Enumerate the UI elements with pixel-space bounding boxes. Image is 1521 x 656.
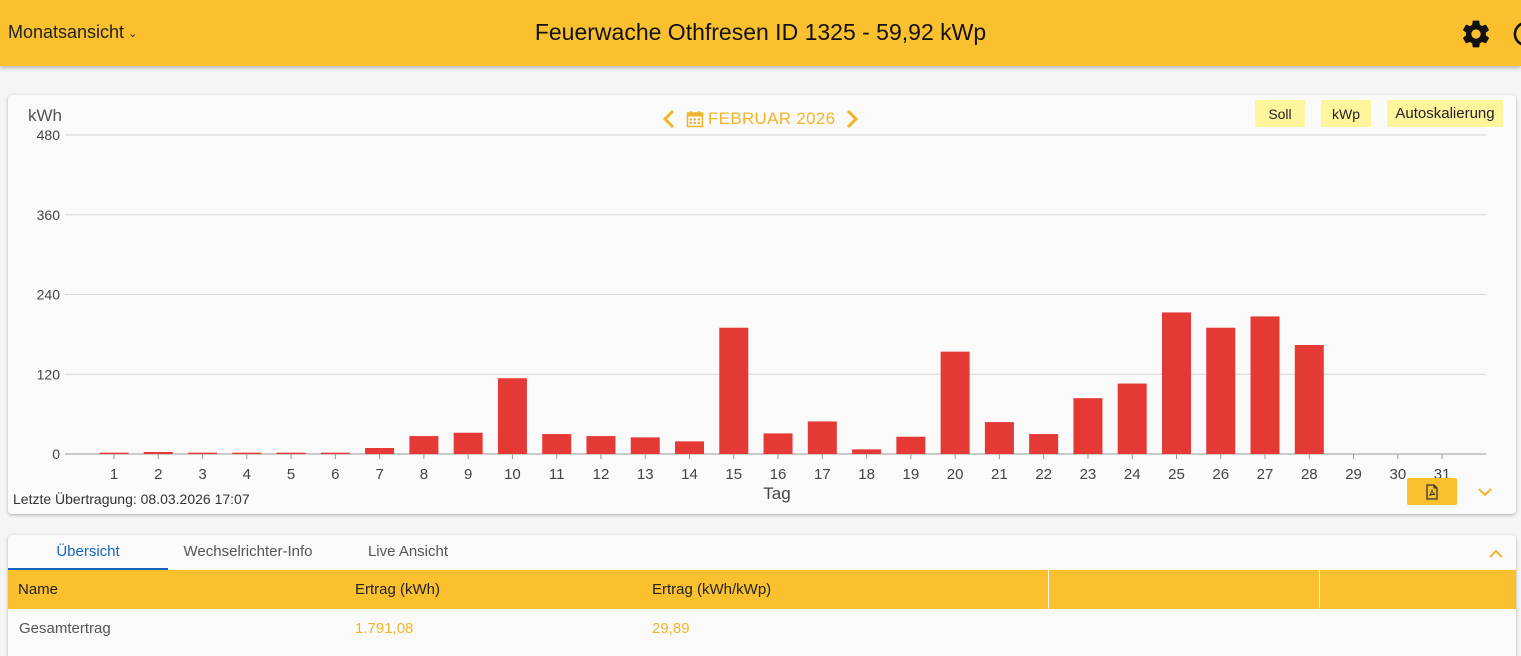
x-tick-label: 9 — [464, 466, 472, 483]
table-cell-yield-kwh: 1.791,08 — [355, 620, 414, 637]
bar-day-23 — [1073, 398, 1103, 454]
table-cell-name: Gesamtertrag — [19, 620, 111, 637]
gear-icon[interactable] — [1460, 18, 1492, 50]
tab-live-view[interactable]: Live Ansicht — [367, 543, 449, 560]
x-tick-label: 21 — [991, 466, 1008, 483]
bar-day-20 — [940, 351, 970, 454]
x-tick-label: 24 — [1124, 466, 1141, 483]
pdf-export-button[interactable] — [1407, 478, 1457, 505]
x-tick-label: 29 — [1345, 466, 1362, 483]
x-tick-label: 1 — [110, 466, 118, 483]
x-tick-label: 30 — [1389, 466, 1406, 483]
last-transfer-text: Letzte Übertragung: 08.03.2026 17:07 — [13, 491, 250, 507]
x-tick-label: 11 — [549, 466, 565, 483]
x-tick-label: 19 — [903, 466, 920, 483]
table-cell-yield-kwh-kwp: 29,89 — [652, 620, 690, 637]
x-tick-label: 8 — [420, 466, 428, 483]
y-axis-unit-label: kWh — [28, 106, 62, 125]
chevron-right-icon[interactable] — [843, 108, 861, 130]
bar-day-2 — [143, 452, 173, 454]
page-title: Feuerwache Othfresen ID 1325 - 59,92 kWp — [534, 19, 987, 45]
x-tick-label: 17 — [814, 466, 831, 483]
chevron-left-icon[interactable] — [660, 108, 678, 130]
view-select-dropdown[interactable]: Monatsansicht ⌄ — [8, 22, 137, 43]
bar-day-11 — [542, 434, 572, 454]
y-tick-label: 480 — [37, 127, 61, 143]
y-tick-label: 0 — [52, 446, 60, 462]
column-header-yield-kwh-kwp: Ertrag (kWh/kWp) — [652, 581, 772, 598]
bar-day-16 — [763, 433, 793, 454]
tab-bar: Übersicht Wechselrichter-Info Live Ansic… — [8, 535, 488, 570]
bar-day-6 — [320, 452, 350, 454]
table-header-spacer — [1048, 570, 1320, 609]
bar-day-5 — [276, 452, 306, 454]
x-tick-label: 3 — [198, 466, 206, 483]
x-tick-label: 23 — [1080, 466, 1097, 483]
x-tick-label: 13 — [637, 466, 654, 483]
top-bar: Monatsansicht ⌄ Feuerwache Othfresen ID … — [0, 0, 1521, 66]
bar-day-21 — [984, 422, 1014, 454]
tab-overview[interactable]: Übersicht — [8, 535, 168, 570]
bar-day-17 — [807, 421, 837, 454]
autoscale-toggle[interactable]: Autoskalierung — [1387, 100, 1503, 127]
bar-day-28 — [1294, 345, 1324, 454]
bar-day-10 — [497, 378, 527, 454]
month-label: FEBRUAR 2026 — [708, 109, 836, 128]
x-tick-label: 2 — [154, 466, 162, 483]
table-header-row — [8, 570, 1516, 609]
collapse-chevron-up-icon[interactable] — [1487, 547, 1505, 561]
view-select-label: Monatsansicht — [8, 22, 125, 42]
y-tick-label: 120 — [37, 366, 61, 382]
chevron-down-icon: ⌄ — [128, 28, 138, 40]
x-tick-label: 6 — [331, 466, 339, 483]
bar-day-26 — [1206, 327, 1236, 454]
calendar-icon — [686, 111, 704, 128]
x-tick-label: 20 — [947, 466, 964, 483]
month-navigator: FEBRUAR 2026 — [660, 108, 861, 130]
tab-inverter-info[interactable]: Wechselrichter-Info — [183, 543, 313, 560]
bar-day-8 — [409, 436, 439, 454]
bar-day-9 — [453, 432, 483, 454]
x-tick-label: 25 — [1168, 466, 1185, 483]
x-tick-label: 10 — [504, 466, 521, 483]
expand-chevron-down-icon[interactable] — [1476, 485, 1494, 499]
x-tick-label: 28 — [1301, 466, 1318, 483]
column-header-name: Name — [18, 581, 59, 598]
x-tick-label: 4 — [243, 466, 251, 483]
bar-day-18 — [852, 449, 882, 454]
month-picker[interactable]: FEBRUAR 2026 — [686, 109, 835, 129]
bar-day-4 — [232, 452, 262, 454]
bar-day-14 — [675, 441, 705, 454]
x-tick-label: 7 — [375, 466, 383, 483]
bar-day-22 — [1029, 434, 1059, 454]
x-tick-label: 14 — [681, 466, 698, 483]
x-tick-label: 12 — [593, 466, 610, 483]
x-tick-label: 22 — [1035, 466, 1052, 483]
x-tick-label: 16 — [770, 466, 787, 483]
bar-day-24 — [1117, 383, 1147, 454]
power-icon[interactable] — [1512, 20, 1521, 48]
pdf-icon — [1426, 483, 1438, 500]
x-tick-label: 5 — [287, 466, 295, 483]
bar-day-27 — [1250, 316, 1280, 454]
bar-day-19 — [896, 436, 926, 454]
bar-day-12 — [586, 436, 616, 454]
kwp-toggle[interactable]: kWp — [1321, 100, 1371, 127]
x-tick-label: 15 — [725, 466, 742, 483]
x-tick-label: 18 — [858, 466, 875, 483]
soll-toggle[interactable]: Soll — [1255, 100, 1305, 127]
bar-day-1 — [99, 452, 129, 454]
x-tick-label: 26 — [1212, 466, 1229, 483]
y-tick-label: 240 — [37, 287, 61, 303]
bar-day-25 — [1161, 312, 1191, 454]
bar-day-7 — [365, 448, 395, 454]
bar-day-15 — [719, 327, 749, 454]
y-tick-label: 360 — [37, 207, 61, 223]
bar-day-3 — [188, 452, 218, 454]
x-tick-label: 27 — [1257, 466, 1274, 483]
bar-day-13 — [630, 437, 660, 454]
x-axis-label: Tag — [763, 484, 790, 503]
column-header-yield-kwh: Ertrag (kWh) — [355, 581, 441, 598]
